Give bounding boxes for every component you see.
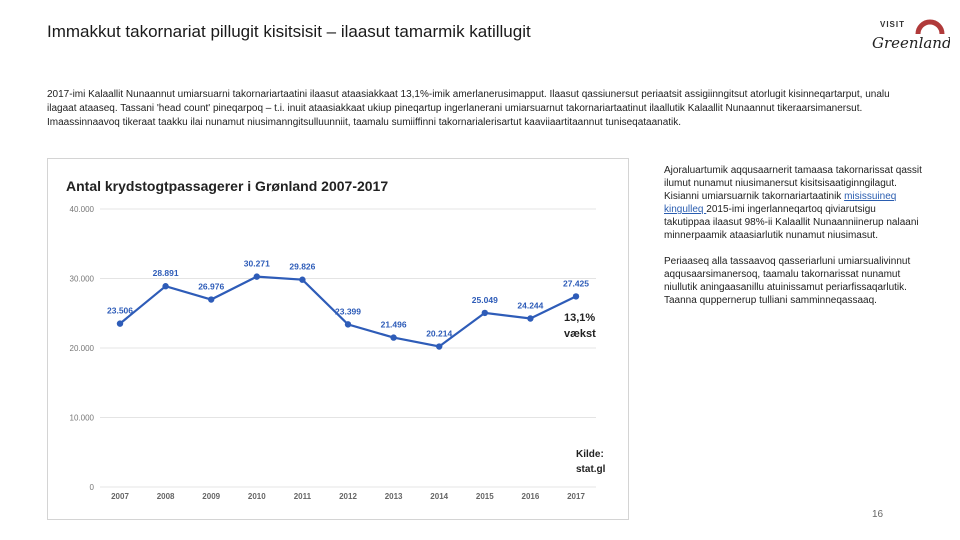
data-point: [572, 293, 580, 300]
intro-paragraph: 2017-imi Kalaallit Nunaannut umiarsuarni…: [47, 89, 890, 128]
data-point: [253, 273, 260, 280]
x-tick-label: 2007: [111, 492, 129, 501]
data-point: [481, 309, 488, 317]
data-point: [390, 334, 397, 341]
survey-link[interactable]: misissuineq kingulleq: [664, 191, 897, 215]
side-text: Ajoraluartumik aqqusaarnerit tamaasa tak…: [664, 164, 924, 320]
y-tick-label: 40.000: [70, 205, 95, 214]
data-label: 30.271: [244, 259, 270, 269]
side-p1-after: 2015-imi ingerlanneqartoq qiviarutsigu t…: [664, 204, 919, 241]
data-point: [436, 343, 443, 350]
data-label: 25.049: [472, 295, 498, 305]
data-label: 29.826: [289, 262, 315, 272]
x-tick-label: 2017: [567, 492, 585, 501]
logo-script-text: Greenland: [872, 34, 950, 52]
y-tick-label: 30.000: [70, 275, 95, 284]
x-tick-label: 2013: [385, 492, 403, 501]
visit-greenland-logo: VISIT Greenland: [872, 19, 950, 52]
source-label: Kilde:: [576, 449, 604, 460]
chart-title: Antal krydstogtpassagerer i Grønland 200…: [66, 178, 388, 194]
x-tick-label: 2010: [248, 492, 266, 501]
data-point: [116, 320, 124, 327]
line-chart: Antal krydstogtpassagerer i Grønland 200…: [66, 178, 606, 501]
data-label: 27.425: [563, 278, 589, 288]
logo-arc-icon: [915, 19, 945, 35]
data-point: [162, 283, 169, 290]
y-tick-label: 20.000: [70, 344, 95, 353]
data-point: [527, 315, 534, 322]
data-label: 26.976: [198, 282, 224, 292]
data-label: 20.214: [426, 329, 452, 339]
x-tick-label: 2016: [522, 492, 540, 501]
side-paragraph-1: Ajoraluartumik aqqusaarnerit tamaasa tak…: [664, 164, 924, 242]
data-label: 23.399: [335, 306, 361, 316]
side-p1-before: Ajoraluartumik aqqusaarnerit tamaasa tak…: [664, 165, 922, 202]
x-tick-label: 2008: [157, 492, 175, 501]
data-label: 24.244: [517, 301, 543, 311]
x-tick-label: 2009: [202, 492, 220, 501]
page-title: Immakkut takornariat pillugit kisitsisit…: [47, 22, 531, 41]
growth-label-pct: 13,1%: [564, 312, 595, 324]
data-label: 21.496: [381, 320, 407, 330]
side-paragraph-2: Periaaseq alla tassaavoq qasseriarluni u…: [664, 256, 911, 306]
data-point: [344, 321, 352, 328]
growth-label-word: vækst: [564, 328, 596, 340]
y-tick-label: 10.000: [70, 414, 95, 423]
data-label: 28.891: [153, 268, 179, 278]
logo-visit-text: VISIT: [880, 20, 905, 29]
source-value: stat.gl: [576, 464, 606, 475]
data-point: [299, 276, 306, 283]
y-tick-label: 0: [90, 483, 95, 492]
x-tick-label: 2011: [294, 492, 312, 501]
x-tick-label: 2014: [430, 492, 448, 501]
page-number: 16: [872, 509, 884, 520]
data-label: 23.506: [107, 306, 133, 316]
x-tick-label: 2015: [476, 492, 494, 501]
line-chart-frame: Antal krydstogtpassagerer i Grønland 200…: [47, 158, 629, 520]
x-tick-label: 2012: [339, 492, 357, 501]
data-point: [208, 296, 215, 303]
